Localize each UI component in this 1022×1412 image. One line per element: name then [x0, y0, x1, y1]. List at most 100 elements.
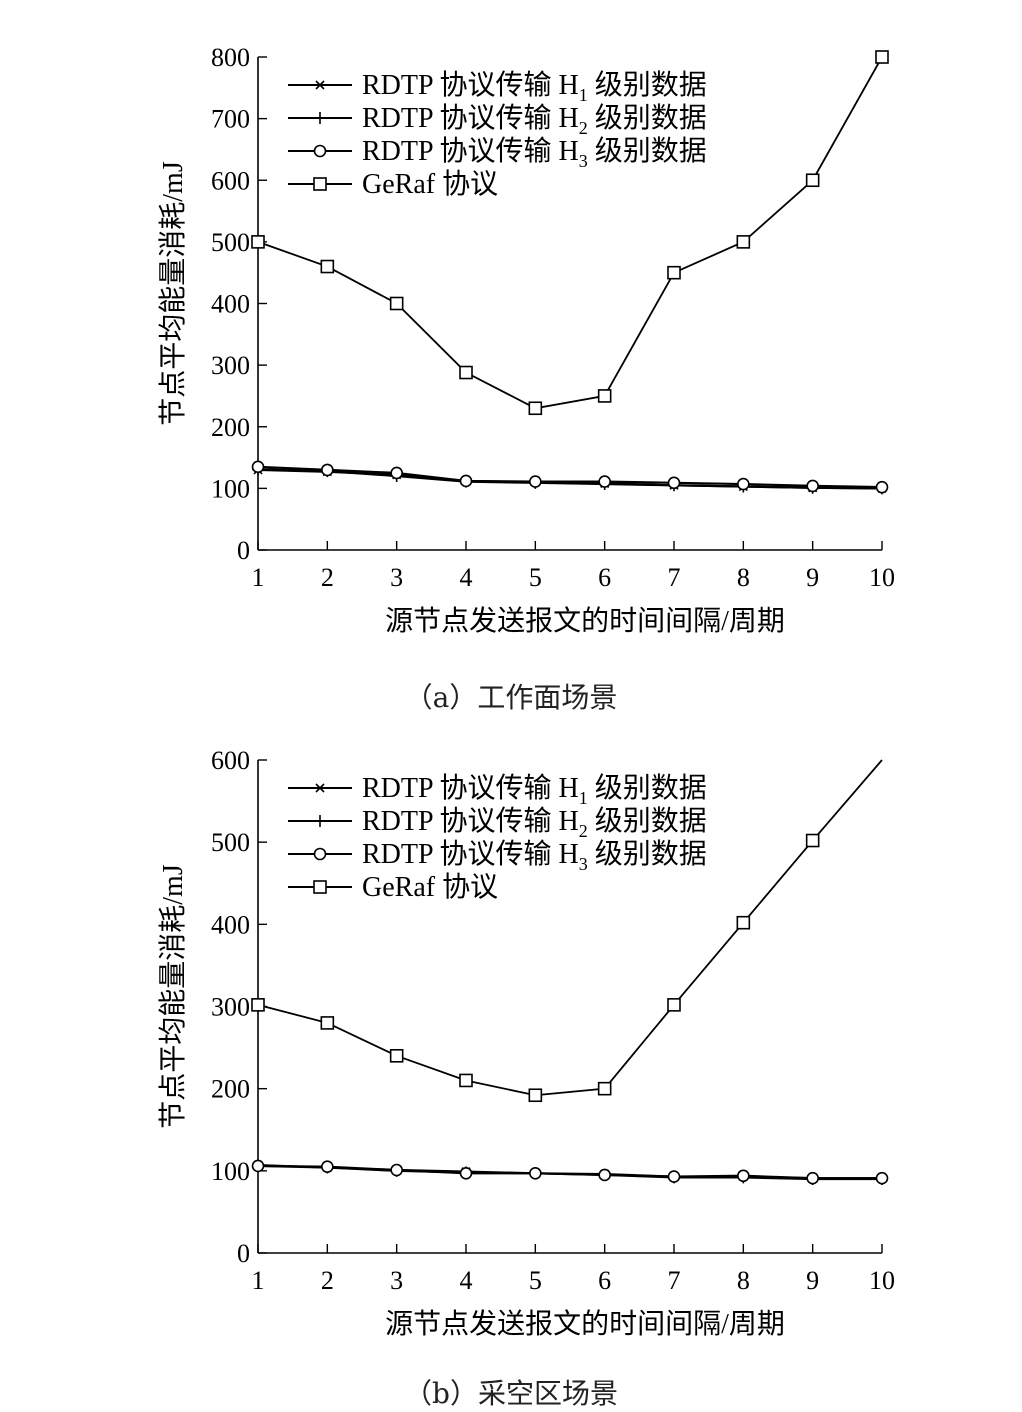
- data-point-circle: [390, 1163, 403, 1177]
- y-axis-label: 节点平均能量消耗/mJ: [157, 161, 189, 426]
- data-point-circle: [390, 466, 403, 480]
- x-tick-label: 10: [869, 563, 895, 592]
- data-point-circle: [529, 475, 542, 488]
- data-point-square: [805, 173, 820, 188]
- series-line-3: [257, 465, 883, 489]
- series-line-4: [257, 56, 883, 410]
- legend-label: RDTP 协议传输 H1 级别数据: [362, 772, 707, 808]
- y-axis-label: 节点平均能量消耗/mJ: [157, 864, 189, 1129]
- data-point-circle: [875, 480, 889, 494]
- data-point-circle: [321, 1160, 334, 1174]
- data-point-circle: [529, 1166, 542, 1180]
- x-axis-label: 源节点发送报文的时间间隔/周期: [385, 605, 785, 637]
- x-tick-label: 1: [252, 1266, 265, 1295]
- data-point-circle: [459, 1166, 473, 1180]
- x-tick-label: 4: [460, 563, 473, 592]
- legend-label: RDTP 协议传输 H2 级别数据: [362, 805, 707, 841]
- x-tick-label: 3: [390, 1266, 403, 1295]
- data-point-square: [736, 235, 751, 249]
- x-axis-label: 源节点发送报文的时间间隔/周期: [385, 1308, 785, 1340]
- caption-a: （a）工作面场景: [404, 681, 618, 714]
- x-tick-label: 7: [668, 1266, 681, 1295]
- y-tick-label: 600: [211, 746, 250, 775]
- data-point-square: [459, 1073, 473, 1088]
- data-point-circle: [737, 477, 750, 491]
- legend-marker-square: [313, 177, 327, 191]
- legend-label: RDTP 协议传输 H3 级别数据: [362, 838, 707, 874]
- x-tick-label: 6: [598, 1266, 611, 1295]
- legend-marker-square: [313, 880, 327, 894]
- data-point-circle: [459, 474, 473, 488]
- x-tick-label: 9: [806, 1266, 819, 1295]
- y-tick-label: 300: [211, 351, 250, 380]
- series-line-2: [257, 468, 883, 490]
- series-line-3: [257, 1164, 882, 1180]
- data-point-square: [389, 1049, 404, 1063]
- data-point-square: [667, 265, 681, 280]
- y-tick-label: 100: [211, 474, 250, 503]
- data-point-square: [251, 235, 265, 249]
- y-tick-label: 500: [211, 228, 250, 257]
- caption-b: （b）采空区场景: [404, 1377, 618, 1410]
- x-tick-label: 5: [529, 563, 542, 592]
- data-point-square: [459, 365, 473, 380]
- data-point-circle: [806, 1171, 819, 1185]
- legend-marker-plus: [314, 112, 326, 124]
- x-tick-label: 8: [737, 1266, 750, 1295]
- data-point-square: [667, 998, 681, 1012]
- y-tick-label: 300: [211, 993, 250, 1022]
- chart-b: 0 100 200 300 400 500 600 1 2 3 4 5 6 7 8 9 10 源节点发送报文的时间…: [157, 746, 895, 1340]
- data-point-circle: [251, 1159, 265, 1173]
- y-tick-label: 100: [211, 1157, 250, 1186]
- data-point-square: [805, 833, 820, 848]
- y-tick-label: 400: [211, 290, 250, 319]
- legend-label: RDTP 协议传输 H3 级别数据: [362, 135, 707, 171]
- legend-marker-circle: [313, 144, 327, 158]
- x-tick-label: 2: [321, 1266, 334, 1295]
- chart-a: 0 100 200 300 400 500 600 700 800 1 2 3 4 5 6 7 8 9 10 源节点发…: [157, 43, 895, 637]
- data-point-circle: [737, 1169, 750, 1183]
- data-point-square: [528, 401, 543, 416]
- data-point-square: [597, 1081, 612, 1096]
- legend-label: RDTP 协议传输 H1 级别数据: [362, 69, 707, 105]
- data-point-square: [320, 259, 335, 274]
- data-point-square: [320, 1016, 335, 1030]
- data-point-square: [597, 389, 612, 403]
- x-tick-label: 5: [529, 1266, 542, 1295]
- data-point-circle: [251, 460, 265, 474]
- data-point-circle: [806, 479, 819, 493]
- data-point-square: [736, 915, 751, 930]
- data-point-square: [251, 998, 265, 1012]
- data-point-square: [875, 50, 889, 64]
- y-tick-label: 0: [237, 536, 250, 565]
- legend-marker-x: [315, 80, 325, 90]
- x-tick-label: 9: [806, 563, 819, 592]
- legend-marker-plus: [314, 815, 326, 827]
- data-point-circle: [667, 476, 681, 490]
- y-tick-label: 700: [211, 105, 250, 134]
- data-point-circle: [598, 475, 611, 488]
- x-tick-label: 10: [869, 1266, 895, 1295]
- x-tick-label: 6: [598, 563, 611, 592]
- data-point-circle: [875, 1171, 889, 1185]
- y-tick-label: 200: [211, 413, 250, 442]
- x-tick-label: 2: [321, 563, 334, 592]
- x-tick-label: 4: [460, 1266, 473, 1295]
- y-tick-label: 600: [211, 166, 250, 195]
- x-tick-label: 8: [737, 563, 750, 592]
- data-point-square: [389, 296, 404, 311]
- x-tick-label: 1: [252, 563, 265, 592]
- legend-label: GeRaf 协议: [362, 871, 498, 903]
- legend-label: GeRaf 协议: [362, 168, 498, 200]
- y-tick-label: 500: [211, 828, 250, 857]
- data-point-circle: [321, 463, 334, 477]
- data-point-circle: [667, 1170, 681, 1183]
- x-tick-label: 3: [390, 563, 403, 592]
- legend-marker-x: [315, 783, 325, 793]
- series-line-4: [257, 759, 883, 1097]
- y-tick-label: 800: [211, 43, 250, 72]
- y-tick-label: 0: [237, 1239, 250, 1268]
